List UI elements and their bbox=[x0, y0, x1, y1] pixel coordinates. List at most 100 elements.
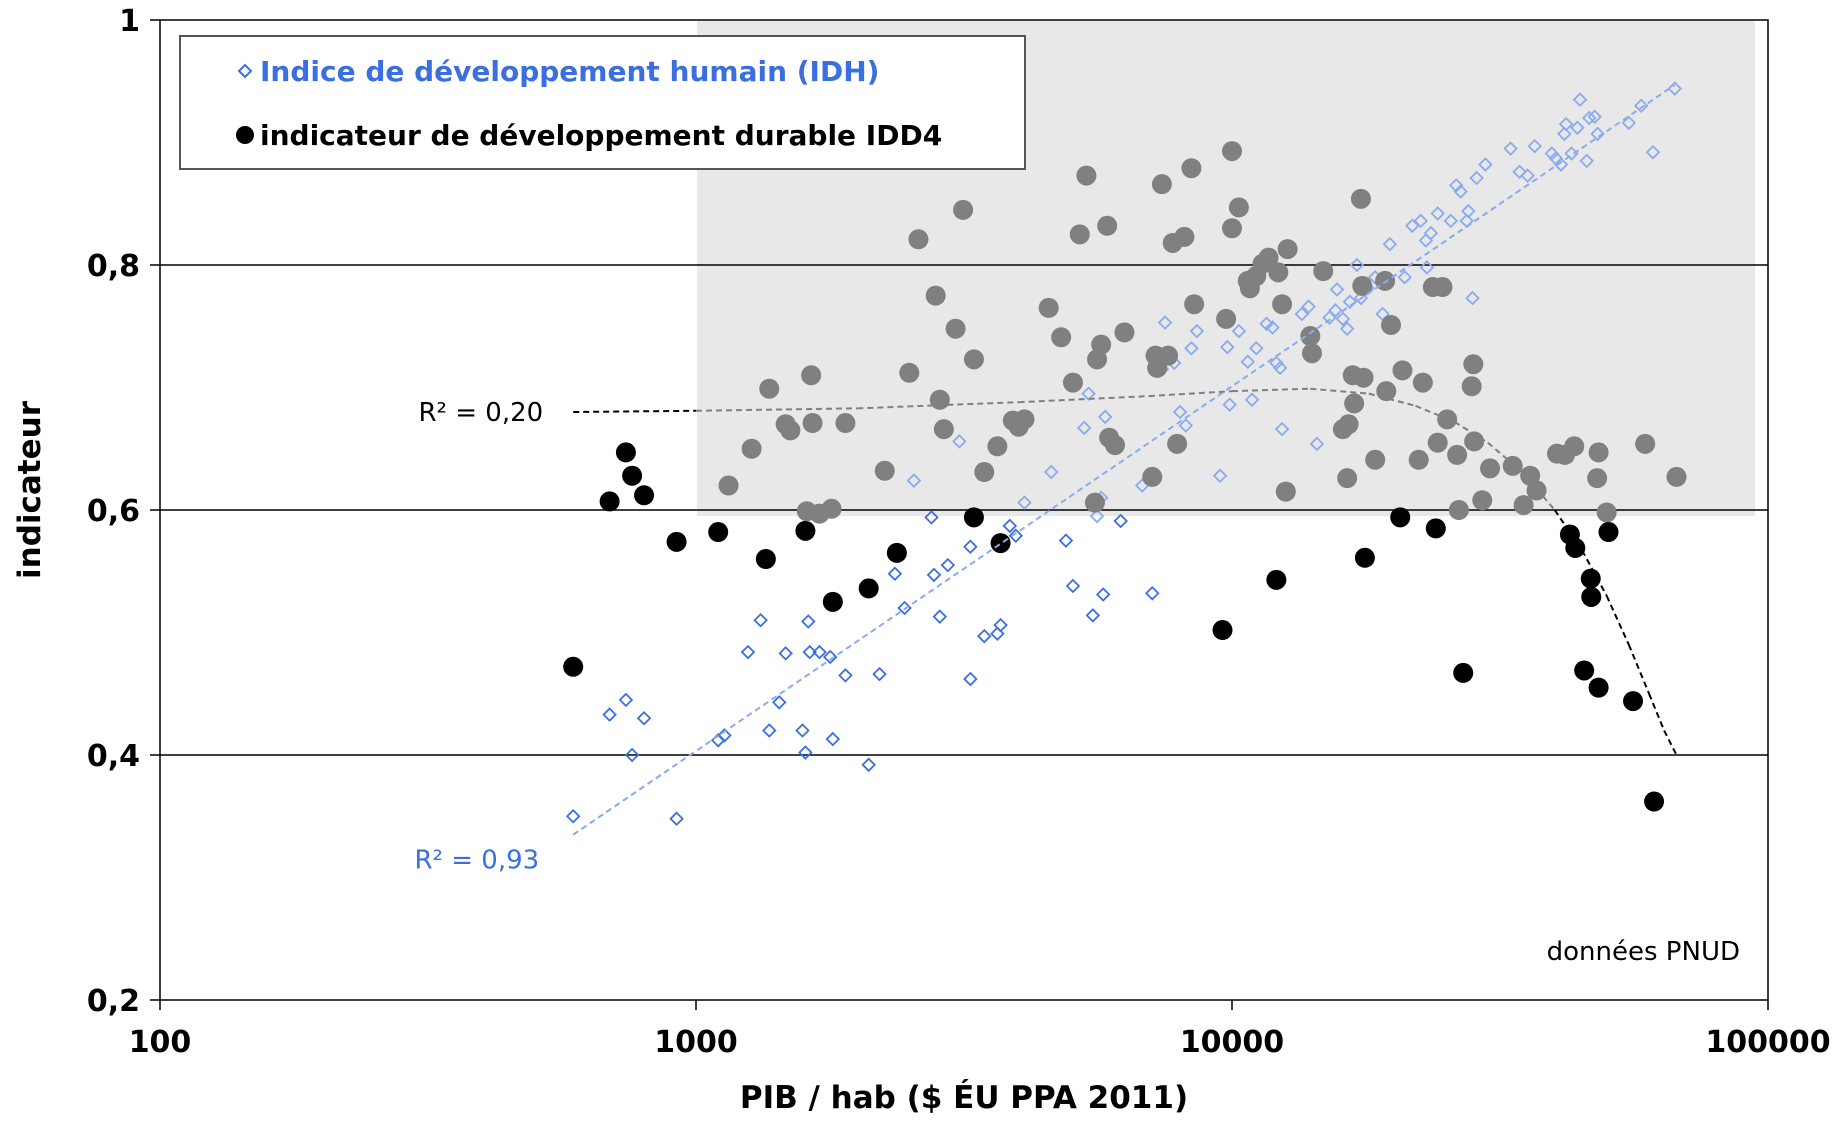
hdi-point bbox=[1503, 141, 1518, 156]
hdi-point bbox=[1089, 508, 1105, 524]
hdi-point bbox=[1570, 120, 1585, 136]
sdi-point bbox=[1350, 188, 1371, 209]
hdi-point bbox=[1017, 495, 1032, 510]
sdi-point bbox=[1480, 458, 1501, 479]
sdi-point bbox=[1014, 409, 1035, 430]
sdi-point bbox=[1258, 247, 1279, 268]
trendline-sdi-segment bbox=[1231, 387, 1311, 393]
hdi-point bbox=[1413, 213, 1429, 229]
hdi-point bbox=[1172, 404, 1188, 420]
sdi-point bbox=[1574, 660, 1595, 681]
trendline-hdi-segment bbox=[572, 84, 1676, 836]
hdi-point bbox=[1222, 397, 1237, 412]
hdi-point bbox=[801, 614, 816, 629]
hdi-point bbox=[887, 566, 903, 581]
sdi-point bbox=[1588, 442, 1609, 463]
sdi-point bbox=[1502, 455, 1523, 476]
sdi-point bbox=[925, 285, 946, 306]
hdi-point bbox=[771, 695, 787, 710]
hdi-point bbox=[990, 626, 1005, 641]
trendline-sdi-segment bbox=[1368, 392, 1416, 407]
hdi-point bbox=[802, 644, 818, 660]
hdi-point bbox=[1579, 153, 1595, 169]
sdi-point bbox=[741, 438, 762, 459]
sdi-point bbox=[1275, 481, 1296, 502]
hdi-point bbox=[1065, 578, 1081, 594]
hdi-point bbox=[1448, 178, 1464, 193]
hdi-point bbox=[1667, 81, 1683, 96]
hdi-point bbox=[1465, 290, 1480, 306]
hdi-point bbox=[993, 617, 1008, 633]
sdi-point bbox=[1091, 334, 1112, 355]
trendline-sdi-segment bbox=[1581, 549, 1608, 597]
sdi-point bbox=[933, 419, 954, 440]
trendline-sdi-segment bbox=[1627, 644, 1651, 695]
sdi-point bbox=[1222, 141, 1242, 162]
sdi-point bbox=[945, 318, 966, 339]
series-hdi bbox=[565, 81, 1683, 826]
trendline-label-hdi: R² = 0,93 bbox=[414, 846, 539, 876]
hdi-point bbox=[1419, 260, 1435, 275]
hdi-point bbox=[1145, 586, 1160, 601]
sdi-point bbox=[886, 542, 907, 563]
hdi-point bbox=[1212, 468, 1228, 483]
sdi-point bbox=[1212, 620, 1233, 641]
hdi-point bbox=[1294, 306, 1310, 322]
y-tick-label: 0,4 bbox=[87, 739, 140, 774]
sdi-point bbox=[708, 522, 729, 543]
sdi-point bbox=[1463, 354, 1484, 375]
trendline-sdi-segment bbox=[695, 407, 858, 412]
hdi-point bbox=[1349, 257, 1365, 273]
sdi-point bbox=[1581, 586, 1602, 607]
hdi-point bbox=[963, 671, 978, 687]
hdi-point bbox=[778, 646, 793, 661]
hdi-point bbox=[1265, 320, 1280, 335]
hdi-point bbox=[1645, 145, 1661, 160]
hdi-point bbox=[1353, 290, 1369, 306]
sdi-point bbox=[1038, 297, 1059, 318]
y-tick-label: 0,6 bbox=[87, 494, 140, 529]
hdi-point bbox=[1113, 513, 1128, 529]
trendline-sdi-segment bbox=[1648, 693, 1666, 731]
hdi-point bbox=[952, 434, 967, 449]
hdi-point bbox=[1008, 528, 1024, 543]
sdi-point bbox=[1228, 197, 1249, 218]
hdi-point bbox=[1478, 157, 1493, 172]
sdi-point bbox=[821, 498, 842, 519]
sdi-point bbox=[1076, 165, 1097, 186]
hdi-point bbox=[602, 707, 617, 722]
sdi-point bbox=[1596, 502, 1617, 523]
sdi-point bbox=[953, 199, 974, 220]
hdi-point bbox=[924, 510, 939, 525]
hdi-point bbox=[1002, 518, 1018, 534]
hdi-point bbox=[872, 666, 887, 682]
sdi-point bbox=[1472, 490, 1493, 511]
legend-sdi-marker bbox=[236, 126, 254, 144]
hdi-point bbox=[1581, 110, 1597, 126]
x-tick-label: 1000 bbox=[654, 1025, 738, 1060]
hdi-point bbox=[861, 757, 876, 773]
hdi-point bbox=[1342, 294, 1358, 310]
hdi-point bbox=[1322, 310, 1337, 325]
sdi-point bbox=[718, 475, 739, 496]
sdi-point bbox=[1644, 791, 1665, 812]
hdi-point bbox=[753, 612, 768, 628]
sdi-point bbox=[1352, 275, 1373, 296]
hdi-point bbox=[669, 811, 684, 826]
hdi-point bbox=[1339, 321, 1355, 336]
sdi-point bbox=[759, 378, 780, 399]
hdi-point bbox=[1520, 168, 1535, 183]
sdi-point bbox=[1272, 294, 1293, 315]
y-tick-label: 0,2 bbox=[87, 984, 140, 1019]
sdi-point bbox=[1354, 547, 1375, 568]
sdi-point bbox=[563, 656, 584, 677]
legend-hdi-label: Indice de développement humain (IDH) bbox=[260, 55, 879, 88]
y-tick-labels: 0,2 0,4 0,6 0,8 1 bbox=[87, 4, 160, 1019]
sdi-point bbox=[822, 591, 843, 612]
sdi-point bbox=[1266, 569, 1287, 590]
hdi-point bbox=[1572, 92, 1588, 107]
hdi-point bbox=[1382, 236, 1398, 252]
sdi-point bbox=[835, 413, 856, 434]
hdi-point bbox=[1443, 213, 1459, 229]
x-axis-title: PIB / hab ($ ÉU PPA 2011) bbox=[740, 1080, 1188, 1116]
